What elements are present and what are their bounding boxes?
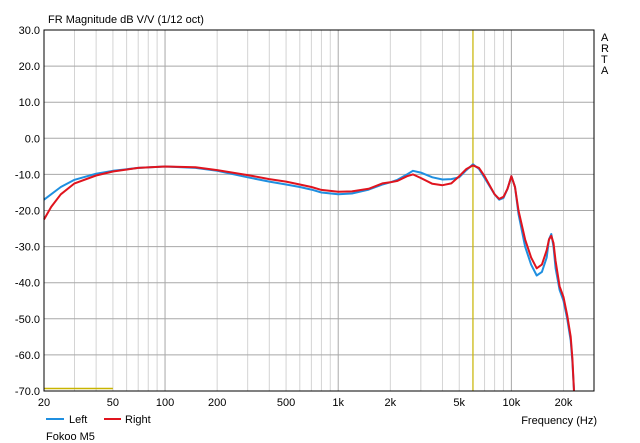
x-tick-label: 20k [555, 397, 573, 409]
x-tick-label: 200 [208, 397, 226, 409]
y-tick-label: -70.0 [15, 386, 40, 398]
y-tick-label: 30.0 [19, 25, 40, 37]
side-label-letter: A [601, 65, 609, 77]
x-tick-label: 10k [503, 397, 521, 409]
legend-label-right: Right [125, 414, 151, 426]
series-line-right [43, 164, 575, 392]
chart-title: FR Magnitude dB V/V (1/12 oct) [48, 14, 204, 26]
legend: Left Right [46, 414, 151, 426]
marker-layer [44, 30, 474, 391]
y-tick-labels: 30.0 20.0 10.0 0.0 -10.0 -20.0 -30.0 -40.0 -50.0… [15, 25, 40, 398]
x-tick-label: 5k [453, 397, 465, 409]
y-tick-label: 10.0 [19, 97, 40, 109]
x-tick-label: 2k [385, 397, 397, 409]
plot-frame [43, 29, 595, 392]
x-tick-label: 20 [38, 397, 50, 409]
x-tick-label: 50 [107, 397, 119, 409]
x-tick-label: 100 [156, 397, 174, 409]
x-tick-labels: 20 50 100 200 500 1k 2k 5k 10k 20k [38, 397, 573, 409]
series-layer [43, 163, 575, 392]
side-label-letter: R [601, 43, 609, 55]
footer-label: Fokoo M5 [46, 431, 95, 443]
side-label-letter: T [601, 54, 608, 66]
y-tick-label: -20.0 [15, 206, 40, 218]
y-tick-label: -60.0 [15, 350, 40, 362]
y-tick-label: 0.0 [25, 133, 40, 145]
y-tick-label: -40.0 [15, 278, 40, 290]
legend-label-left: Left [69, 414, 87, 426]
y-tick-label: 20.0 [19, 61, 40, 73]
x-tick-label: 1k [332, 397, 344, 409]
y-tick-label: -30.0 [15, 242, 40, 254]
x-tick-label: 500 [277, 397, 295, 409]
y-tick-label: -50.0 [15, 314, 40, 326]
y-tick-label: -10.0 [15, 169, 40, 181]
x-axis-label: Frequency (Hz) [521, 415, 597, 427]
side-label-letter: A [601, 32, 609, 44]
